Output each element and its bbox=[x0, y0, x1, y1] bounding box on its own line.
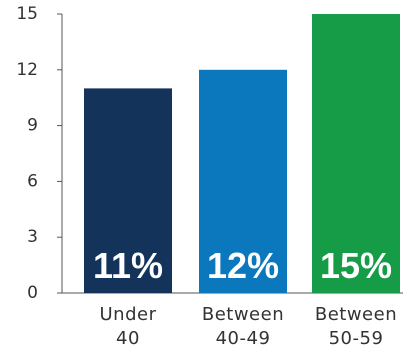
y-tick-label: 0 bbox=[27, 283, 38, 303]
y-tick-label: 3 bbox=[27, 227, 38, 247]
y-tick-label: 12 bbox=[16, 60, 38, 80]
bar bbox=[199, 69, 287, 293]
x-category-label: 40 bbox=[116, 328, 140, 349]
x-category-label: Between bbox=[315, 304, 397, 325]
bar-value-label: 12% bbox=[207, 245, 279, 286]
y-tick-label: 15 bbox=[16, 4, 38, 24]
category-labels-group: Under 40 Between 40-49 Between 50-59 bbox=[100, 304, 397, 349]
data-labels-group: 11% 12% 15% bbox=[93, 245, 392, 286]
x-category-label: Between bbox=[202, 304, 284, 325]
bar bbox=[312, 14, 400, 293]
y-axis-ticks: 0 3 6 9 12 15 bbox=[16, 4, 62, 303]
x-category-label: Under bbox=[100, 304, 157, 325]
x-category-label: 40-49 bbox=[216, 328, 271, 349]
bars-group bbox=[84, 14, 400, 294]
bar-value-label: 11% bbox=[93, 245, 163, 286]
bar-value-label: 15% bbox=[320, 245, 392, 286]
x-category-label: 50-59 bbox=[329, 328, 384, 349]
y-tick-label: 9 bbox=[27, 116, 38, 136]
bar bbox=[84, 88, 172, 294]
y-tick-label: 6 bbox=[27, 171, 38, 191]
